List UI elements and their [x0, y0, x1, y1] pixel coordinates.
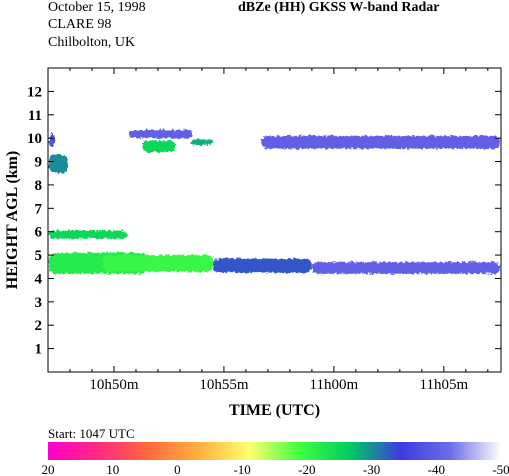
y-tick-label: 4: [35, 271, 43, 287]
colorbar-tick-label: 0: [174, 462, 181, 476]
echo-cloud-10km-c: [190, 139, 213, 146]
date-text: October 15, 1998: [48, 0, 146, 15]
echo-layer: [49, 129, 500, 274]
y-axis-label: HEIGHT AGL (km): [4, 151, 21, 289]
x-tick-label: 10h50m: [89, 377, 139, 393]
colorbar-tick-label: -10: [233, 462, 250, 476]
y-tick-label: 2: [35, 318, 43, 334]
echo-cirrus-10km: [261, 135, 500, 149]
start-time-label: Start: 1047 UTC: [48, 426, 135, 441]
echo-low-layer-core-2: [102, 255, 213, 272]
campaign-text: CLARE 98: [48, 17, 112, 32]
x-axis: 10h50m 10h55m 11h00m 11h05m: [47, 68, 489, 393]
echo-cloud-10km-left: [49, 133, 55, 148]
y-tick-label: 9: [35, 155, 43, 171]
chart-title: dBZe (HH) GKSS W-band Radar: [238, 0, 440, 15]
x-tick-label: 11h00m: [310, 377, 359, 393]
echo-layer-6km: [49, 230, 128, 239]
colorbar-tick-label: -50: [492, 462, 509, 476]
plot-frame: [47, 67, 502, 373]
colorbar-tick-label: -20: [298, 462, 315, 476]
echo-cloud-9km: [49, 154, 68, 174]
y-tick-label: 12: [27, 84, 42, 100]
y-tick-label: 8: [35, 178, 43, 194]
echo-cloud-10km-a: [129, 129, 194, 139]
y-tick-label: 1: [35, 342, 43, 358]
echo-cloud-10km-b: [142, 140, 176, 153]
x-tick-label: 11h05m: [420, 377, 469, 393]
y-tick-label: 5: [35, 248, 43, 264]
x-tick-label: 10h55m: [199, 377, 249, 393]
colorbar: [48, 442, 501, 460]
colorbar-tick-label: 10: [106, 462, 119, 476]
site-text: Chilbolton, UK: [48, 35, 136, 50]
x-axis-label: TIME (UTC): [229, 402, 320, 419]
y-tick-label: 3: [35, 295, 43, 311]
colorbar-tick-label: -40: [428, 462, 445, 476]
y-tick-label: 7: [35, 201, 43, 217]
y-tick-label: 6: [35, 225, 43, 241]
y-tick-label: 10: [27, 131, 42, 147]
y-tick-label: 11: [28, 108, 42, 124]
colorbar-tick-label: 20: [42, 462, 55, 476]
echo-low-layer-tail: [311, 262, 500, 274]
echo-low-layer-trail: [212, 258, 312, 273]
colorbar-tick-label: -30: [363, 462, 380, 476]
colorbar-ticks: 20 10 0 -10 -20 -30 -40 -50: [42, 462, 509, 476]
